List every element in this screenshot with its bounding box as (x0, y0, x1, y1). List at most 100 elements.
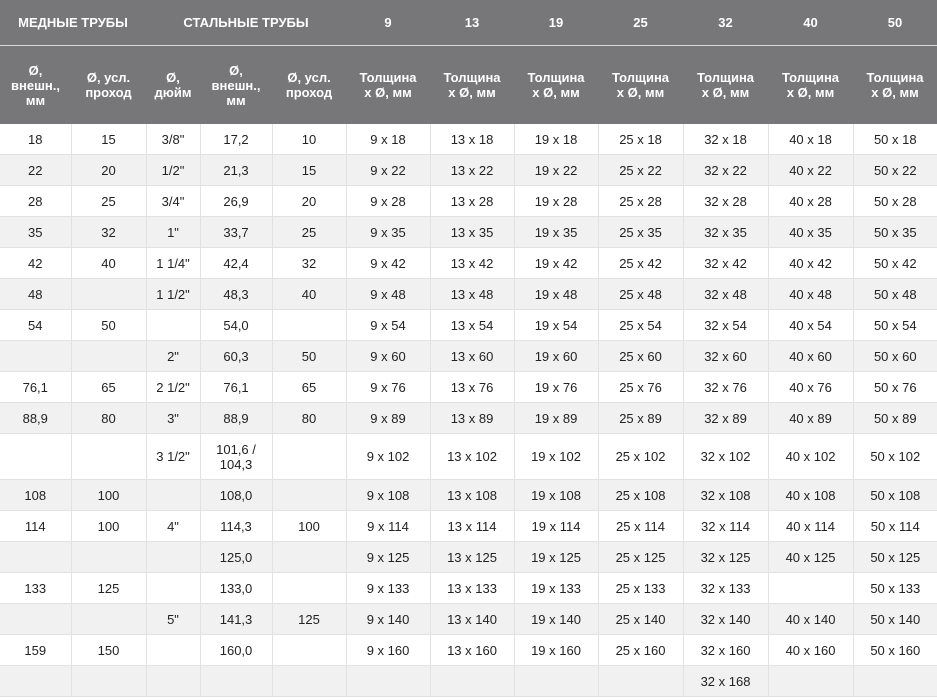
table-cell: 9 x 89 (346, 402, 431, 434)
table-cell: 33,7 (200, 216, 273, 248)
table-cell (71, 433, 147, 480)
column-header: Толщина x Ø, мм (346, 45, 431, 124)
table-cell: 50 x 108 (853, 479, 937, 511)
table-cell: 50 x 102 (853, 433, 937, 480)
table-cell: 100 (272, 510, 347, 542)
column-header: Ø, усл. проход (272, 45, 347, 124)
table-row: 2" 60,3 50 9 x 60 13 x 60 19 x 60 25 x 60 32 x … (0, 340, 937, 372)
table-cell: 32 x 102 (683, 433, 769, 480)
table-cell: 19 x 28 (514, 185, 599, 217)
table-cell: 13 x 60 (430, 340, 515, 372)
table-cell (272, 433, 347, 480)
table-cell: 15 (272, 154, 347, 186)
table-cell: 9 x 108 (346, 479, 431, 511)
table-cell: 125,0 (200, 541, 273, 573)
table-cell: 20 (71, 154, 147, 186)
table-cell (146, 665, 201, 697)
table-cell: 9 x 28 (346, 185, 431, 217)
table-cell: 32 x 114 (683, 510, 769, 542)
table-cell (598, 665, 684, 697)
table-row: 108 100 108,0 9 x 108 13 x 108 19 x 108 25 x 1… (0, 479, 937, 511)
column-header: Ø, усл. проход (71, 45, 147, 124)
table-cell: 25 x 22 (598, 154, 684, 186)
table-cell: 25 x 42 (598, 247, 684, 279)
table-row: 5" 141,3 125 9 x 140 13 x 140 19 x 140 25 x 14… (0, 603, 937, 635)
table-cell: 25 x 60 (598, 340, 684, 372)
table-cell: 17,2 (200, 124, 273, 155)
table-cell: 22 (0, 154, 72, 186)
table-cell: 19 x 108 (514, 479, 599, 511)
header-column-row: Ø, внешн., мм Ø, усл. проход Ø, дюйм Ø, вне… (0, 45, 937, 124)
table-cell: 32 x 28 (683, 185, 769, 217)
table-cell: 40 x 22 (768, 154, 854, 186)
table-cell: 50 x 35 (853, 216, 937, 248)
table-cell: 50 x 125 (853, 541, 937, 573)
table-cell: 114 (0, 510, 72, 542)
column-header: Толщина x Ø, мм (598, 45, 684, 124)
table-cell: 40 x 89 (768, 402, 854, 434)
table-cell: 50 x 22 (853, 154, 937, 186)
table-cell: 32 x 108 (683, 479, 769, 511)
table-cell: 32 x 160 (683, 634, 769, 666)
table-cell: 40 (272, 278, 347, 310)
table-cell: 9 x 76 (346, 371, 431, 403)
table-cell: 50 x 114 (853, 510, 937, 542)
table-cell (0, 433, 72, 480)
table-cell: 9 x 54 (346, 309, 431, 341)
table-cell: 1 1/2" (146, 278, 201, 310)
column-header: Ø, внешн., мм (200, 45, 273, 124)
table-cell: 32 x 22 (683, 154, 769, 186)
table-cell: 159 (0, 634, 72, 666)
table-cell: 25 (272, 216, 347, 248)
table-cell: 4" (146, 510, 201, 542)
group-insulation-thickness: 9 (346, 0, 431, 46)
table-cell (514, 665, 599, 697)
table-cell: 108,0 (200, 479, 273, 511)
table-cell (146, 479, 201, 511)
table-cell: 19 x 35 (514, 216, 599, 248)
table-cell: 18 (0, 124, 72, 155)
table-cell: 13 x 18 (430, 124, 515, 155)
table-cell: 13 x 114 (430, 510, 515, 542)
table-cell: 13 x 22 (430, 154, 515, 186)
table-cell (272, 309, 347, 341)
table-cell: 9 x 48 (346, 278, 431, 310)
table-cell: 25 x 89 (598, 402, 684, 434)
table-cell: 13 x 125 (430, 541, 515, 573)
column-header: Толщина x Ø, мм (514, 45, 599, 124)
table-cell: 25 x 28 (598, 185, 684, 217)
table-cell (0, 541, 72, 573)
table-cell: 40 x 140 (768, 603, 854, 635)
table-cell: 40 x 76 (768, 371, 854, 403)
group-insulation-thickness: 32 (683, 0, 769, 46)
table-cell: 32 x 60 (683, 340, 769, 372)
table-cell: 60,3 (200, 340, 273, 372)
table-row: 133 125 133,0 9 x 133 13 x 133 19 x 133 25 x 1… (0, 572, 937, 604)
table-cell: 13 x 140 (430, 603, 515, 635)
table-cell: 13 x 35 (430, 216, 515, 248)
table-cell: 40 x 60 (768, 340, 854, 372)
table-cell: 50 (71, 309, 147, 341)
table-cell (200, 665, 273, 697)
table-cell: 32 x 140 (683, 603, 769, 635)
table-cell: 3/8" (146, 124, 201, 155)
table-cell: 1 1/4" (146, 247, 201, 279)
table-cell: 50 x 89 (853, 402, 937, 434)
table-cell: 160,0 (200, 634, 273, 666)
table-cell: 32 (71, 216, 147, 248)
table-cell: 42,4 (200, 247, 273, 279)
table-cell (71, 340, 147, 372)
table-cell: 65 (272, 371, 347, 403)
table-cell: 2 1/2" (146, 371, 201, 403)
table-cell: 32 x 89 (683, 402, 769, 434)
table-cell: 32 x 18 (683, 124, 769, 155)
header-group-row: МЕДНЫЕ ТРУБЫ СТАЛЬНЫЕ ТРУБЫ 9 13 19 25 32 40 50 (0, 0, 937, 46)
table-cell: 76,1 (0, 371, 72, 403)
table-cell: 15 (71, 124, 147, 155)
group-copper-pipes: МЕДНЫЕ ТРУБЫ (0, 0, 147, 46)
table-cell: 26,9 (200, 185, 273, 217)
table-cell: 9 x 22 (346, 154, 431, 186)
table-cell: 32 x 48 (683, 278, 769, 310)
table-cell (71, 541, 147, 573)
table-cell: 40 x 28 (768, 185, 854, 217)
